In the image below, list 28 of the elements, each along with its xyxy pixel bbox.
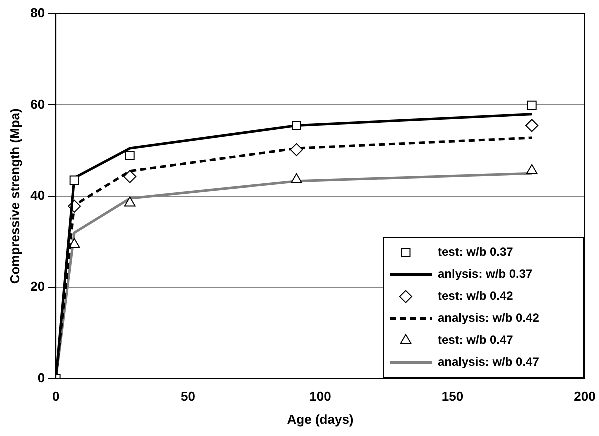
legend-label: test: w/b 0.37 bbox=[438, 245, 514, 260]
x-tick-label: 50 bbox=[181, 389, 196, 404]
x-tick-label: 0 bbox=[52, 389, 60, 404]
x-tick-label: 200 bbox=[574, 389, 596, 404]
x-tick-label: 150 bbox=[442, 389, 464, 404]
legend-label: test: w/b 0.47 bbox=[438, 333, 514, 348]
x-axis-title: Age (days) bbox=[287, 412, 354, 427]
legend-label: analysis: w/b 0.42 bbox=[438, 311, 540, 326]
y-tick-label: 80 bbox=[30, 6, 46, 21]
point bbox=[292, 120, 302, 130]
point bbox=[526, 164, 538, 174]
point bbox=[291, 173, 302, 184]
y-tick-label: 20 bbox=[30, 279, 46, 294]
x-tick-label: 100 bbox=[310, 389, 332, 404]
point bbox=[124, 170, 137, 184]
y-tick-label: 40 bbox=[30, 188, 46, 203]
legend-label: test: w/b 0.42 bbox=[438, 289, 514, 304]
point bbox=[290, 143, 304, 156]
point bbox=[124, 196, 136, 207]
point bbox=[70, 176, 80, 186]
y-axis-title: Compressive strength (Mpa) bbox=[7, 108, 22, 284]
legend-label: analysis: w/b 0.47 bbox=[438, 355, 540, 370]
y-tick-label: 0 bbox=[38, 370, 46, 386]
y-tick-label: 60 bbox=[30, 96, 46, 112]
point bbox=[527, 100, 537, 110]
legend-label: anlysis: w/b 0.37 bbox=[438, 267, 534, 282]
point bbox=[526, 119, 539, 132]
point bbox=[125, 151, 135, 161]
